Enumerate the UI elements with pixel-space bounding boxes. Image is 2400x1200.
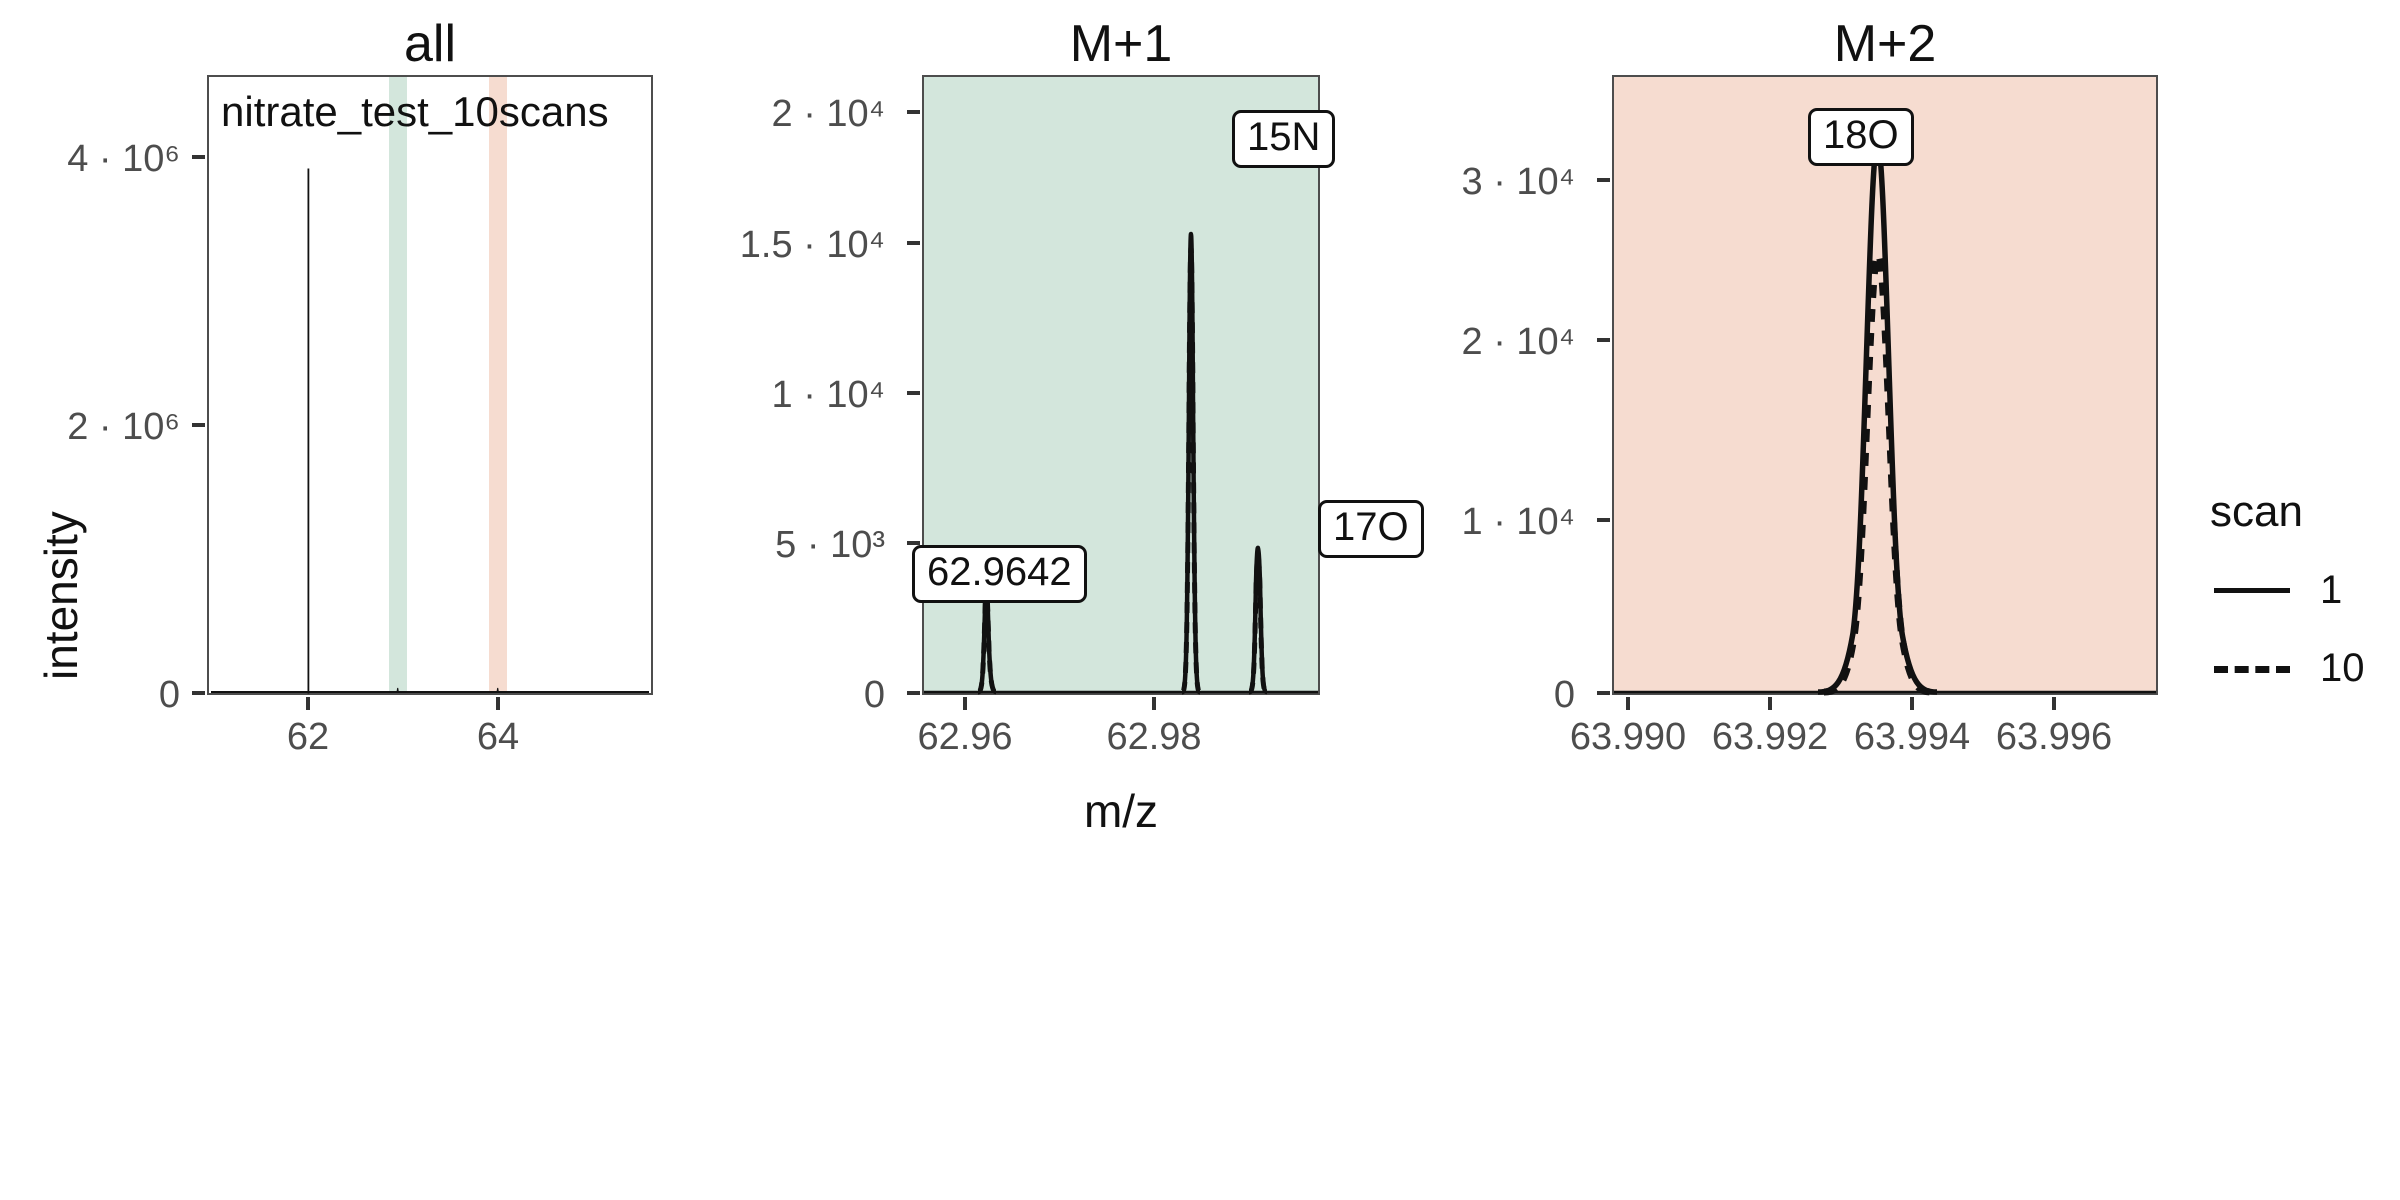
ytick-mark-m1-1 xyxy=(907,241,920,245)
xtick-mark-m1-0 xyxy=(963,697,967,710)
ytick-mark-m1-0 xyxy=(907,110,920,114)
ytick-mark-m2-1 xyxy=(1597,338,1610,342)
ytick-mark-all-1 xyxy=(192,423,205,427)
axis-title-y: intensity xyxy=(35,511,87,680)
ytick-mark-m1-3 xyxy=(907,541,920,545)
legend-label-scan-10: 10 xyxy=(2320,646,2365,690)
xtick-mark-all-1 xyxy=(496,697,500,710)
ytick-mark-all-0 xyxy=(192,155,205,159)
ytick-label-m2-0: 3 · 10⁴ xyxy=(1461,161,1576,203)
xtick-label-m1-0: 62.96 xyxy=(917,716,1013,758)
highlight-band-m1 xyxy=(389,77,407,693)
peak-label-17o: 17O xyxy=(1318,500,1424,558)
ytick-mark-m1-4 xyxy=(907,691,920,695)
sample-annotation: nitrate_test_10scans xyxy=(221,88,609,135)
xtick-mark-m2-3 xyxy=(2052,697,2056,710)
ytick-label-m2-2: 1 · 10⁴ xyxy=(1461,501,1576,543)
xtick-mark-all-0 xyxy=(306,697,310,710)
legend-item-scan-10[interactable]: 10 xyxy=(2210,648,2365,688)
ytick-label-m2-3: 0 xyxy=(1553,674,1575,716)
ytick-mark-all-2 xyxy=(192,691,205,695)
highlight-band-m2 xyxy=(489,77,507,693)
ytick-mark-m2-3 xyxy=(1597,691,1610,695)
xtick-label-all-1: 64 xyxy=(476,716,520,758)
ytick-label-m1-0: 2 · 10⁴ xyxy=(771,93,886,135)
spectrum-all xyxy=(211,168,649,694)
peak-label-15n: 15N xyxy=(1232,110,1336,168)
xtick-label-m2-0: 63.990 xyxy=(1569,716,1687,758)
spectrum-m2 xyxy=(1614,141,2156,696)
plot-area-m2 xyxy=(1612,75,2158,696)
ytick-mark-m2-0 xyxy=(1597,178,1610,182)
xtick-mark-m2-1 xyxy=(1768,697,1772,710)
ytick-mark-m2-2 xyxy=(1597,518,1610,522)
facet-title-m2: M+2 xyxy=(1833,15,1937,73)
legend-title: scan xyxy=(2210,487,2303,536)
ytick-label-all-1: 2 · 10⁶ xyxy=(67,406,180,448)
xtick-mark-m2-0 xyxy=(1626,697,1630,710)
ytick-label-m1-2: 1 · 10⁴ xyxy=(771,374,886,416)
xtick-label-m2-1: 63.992 xyxy=(1711,716,1829,758)
legend-key-dashed-line xyxy=(2210,651,2294,685)
ytick-label-all-0: 4 · 10⁶ xyxy=(67,138,180,180)
xtick-mark-m1-1 xyxy=(1152,697,1156,710)
ytick-label-m1-4: 0 xyxy=(863,674,885,716)
ytick-label-m1-1: 1.5 · 10⁴ xyxy=(739,224,885,266)
peak-label-18o: 18O xyxy=(1808,108,1914,166)
ytick-label-m2-1: 2 · 10⁴ xyxy=(1461,321,1576,363)
legend-key-solid-line xyxy=(2210,573,2294,607)
peak-label-62-9642: 62.9642 xyxy=(912,545,1087,603)
xtick-label-m2-3: 63.996 xyxy=(1995,716,2113,758)
legend-label-scan-1: 1 xyxy=(2320,568,2343,612)
xtick-label-m1-1: 62.98 xyxy=(1106,716,1202,758)
plot-area-all: nitrate_test_10scans xyxy=(207,75,653,695)
axis-title-x: m/z xyxy=(1083,785,1159,837)
ytick-label-m1-3: 5 · 10³ xyxy=(775,524,885,566)
xtick-mark-m2-2 xyxy=(1910,697,1914,710)
xtick-label-m2-2: 63.994 xyxy=(1853,716,1971,758)
ytick-label-all-2: 0 xyxy=(158,674,180,716)
ytick-mark-m1-2 xyxy=(907,391,920,395)
legend-item-scan-1[interactable]: 1 xyxy=(2210,570,2342,610)
facet-title-m1: M+1 xyxy=(1069,15,1173,73)
xtick-label-all-0: 62 xyxy=(286,716,330,758)
legend: scan 1 10 xyxy=(2210,490,2400,710)
facet-title-all: all xyxy=(403,15,457,73)
